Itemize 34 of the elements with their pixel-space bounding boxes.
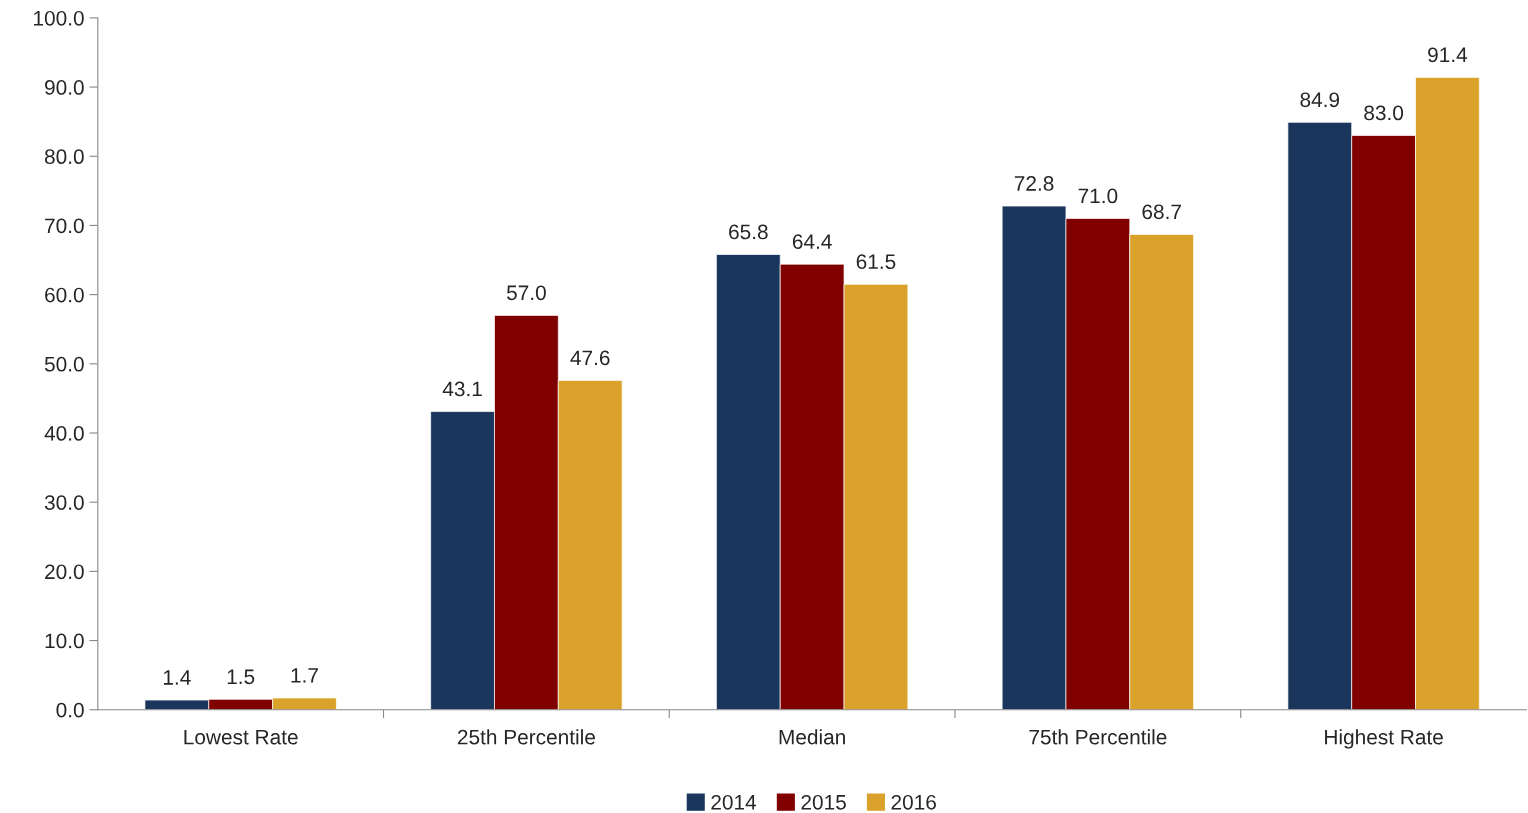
legend-label: 2016 <box>891 794 936 810</box>
data-label: 1.7 <box>291 668 318 683</box>
y-tick-label: 10.0 <box>45 633 84 649</box>
data-label: 1.4 <box>163 670 191 685</box>
data-label: 83.0 <box>1364 105 1404 121</box>
y-tick-label: 90.0 <box>45 80 84 95</box>
data-label: 57.0 <box>506 285 546 301</box>
data-label: 68.7 <box>1142 204 1181 220</box>
y-tick-label: 20.0 <box>45 564 84 580</box>
y-tick-label: 80.0 <box>44 149 84 165</box>
legend-label: 2014 <box>711 794 757 810</box>
x-tick-label: Lowest Rate <box>184 729 298 745</box>
y-tick-label: 70.0 <box>45 218 84 234</box>
y-tick-label: 100.0 <box>34 10 84 26</box>
data-label: 65.8 <box>729 224 768 240</box>
data-label: 1.5 <box>227 669 255 685</box>
data-label: 71.0 <box>1078 188 1118 204</box>
x-tick-label: 75th Percentile <box>1029 729 1167 745</box>
data-label: 61.5 <box>856 254 896 270</box>
y-tick-label: 30.0 <box>44 495 84 510</box>
x-tick-label: Median <box>779 729 845 745</box>
y-tick-label: 50.0 <box>44 356 84 372</box>
legend-label: 2015 <box>801 794 846 810</box>
y-tick-label: 60.0 <box>45 287 84 303</box>
data-label: 43.1 <box>442 381 482 397</box>
x-tick-label: 25th Percentile <box>457 729 595 745</box>
data-label: 64.4 <box>792 234 832 249</box>
y-tick-label: 40.0 <box>44 426 84 441</box>
data-label: 84.9 <box>1300 92 1340 108</box>
x-tick-label: Highest Rate <box>1325 729 1443 749</box>
data-label: 72.8 <box>1014 176 1054 191</box>
y-tick-label: 0.0 <box>56 702 84 718</box>
data-label: 47.6 <box>570 350 610 366</box>
data-label: 91.4 <box>1428 47 1468 63</box>
